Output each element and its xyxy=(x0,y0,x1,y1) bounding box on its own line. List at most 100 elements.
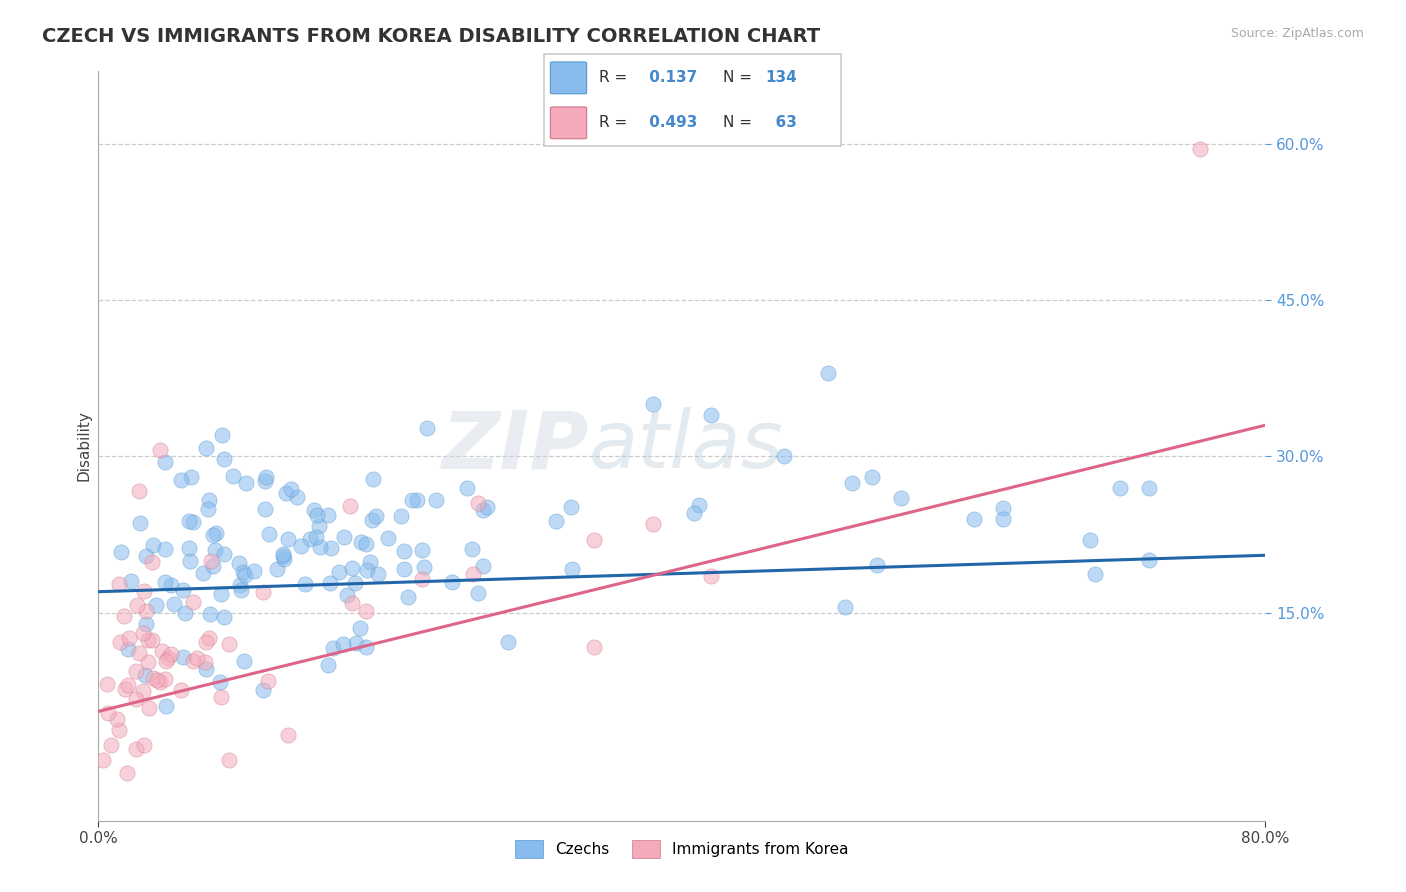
Point xyxy=(155,653,177,667)
Point xyxy=(276,486,298,500)
Point xyxy=(890,491,912,505)
Point xyxy=(155,574,177,589)
Point xyxy=(114,682,136,697)
Point xyxy=(316,657,339,672)
Point xyxy=(305,530,328,544)
Point xyxy=(212,452,235,467)
Point xyxy=(322,641,344,656)
Point xyxy=(700,569,723,583)
Point xyxy=(361,472,384,486)
Point xyxy=(128,483,150,498)
Point xyxy=(471,503,494,517)
Point xyxy=(125,742,148,756)
Point xyxy=(153,541,176,556)
Point xyxy=(124,692,146,706)
Point xyxy=(115,766,138,780)
Point xyxy=(561,562,583,576)
Point xyxy=(305,508,328,522)
Point xyxy=(389,508,412,523)
Point xyxy=(208,675,231,690)
Point xyxy=(128,646,150,660)
Point xyxy=(181,595,204,609)
Point xyxy=(1188,143,1211,157)
Point xyxy=(339,499,361,513)
Point xyxy=(333,531,356,545)
Point xyxy=(461,566,484,581)
Point xyxy=(360,513,382,527)
Point xyxy=(256,470,278,484)
Point xyxy=(112,609,135,624)
Point xyxy=(344,636,367,650)
Point xyxy=(172,583,194,598)
Point xyxy=(136,655,159,669)
Point xyxy=(350,535,373,549)
Point xyxy=(117,641,139,656)
Point xyxy=(195,662,218,676)
Point xyxy=(271,549,294,564)
Point xyxy=(141,555,163,569)
Point xyxy=(163,597,186,611)
Point xyxy=(107,576,129,591)
Text: N =: N = xyxy=(723,70,756,86)
Point xyxy=(560,500,582,514)
Point xyxy=(172,650,194,665)
Point xyxy=(198,607,221,621)
Point xyxy=(218,753,240,767)
Point xyxy=(110,545,132,559)
Point xyxy=(641,397,664,411)
Point xyxy=(120,574,142,588)
Point xyxy=(108,635,131,649)
Point xyxy=(181,515,204,529)
Point xyxy=(135,549,157,563)
Point xyxy=(117,678,139,692)
Point xyxy=(405,492,427,507)
Point xyxy=(243,564,266,578)
Text: 63: 63 xyxy=(765,115,797,130)
Point xyxy=(142,538,165,552)
Point xyxy=(138,701,160,715)
Point xyxy=(150,643,173,657)
Point xyxy=(411,572,433,586)
Point xyxy=(218,637,240,651)
Point xyxy=(396,590,419,604)
Point xyxy=(97,706,120,720)
Point xyxy=(688,498,710,512)
Y-axis label: Disability: Disability xyxy=(76,410,91,482)
Point xyxy=(153,455,176,469)
Point xyxy=(100,738,122,752)
Point xyxy=(153,672,176,686)
Point xyxy=(477,500,499,514)
Point xyxy=(860,470,883,484)
Point xyxy=(257,526,280,541)
Point xyxy=(319,541,342,555)
Point xyxy=(96,677,118,691)
Point xyxy=(700,408,723,422)
Point xyxy=(401,492,423,507)
Point xyxy=(181,654,204,668)
Point xyxy=(411,542,433,557)
Point xyxy=(340,561,363,575)
Point xyxy=(413,559,436,574)
Point xyxy=(817,366,839,380)
Point xyxy=(125,598,148,612)
Point xyxy=(498,635,520,649)
Point xyxy=(200,554,222,568)
Point xyxy=(377,531,399,545)
Point xyxy=(201,559,224,574)
Point xyxy=(194,635,217,649)
Point xyxy=(136,632,159,647)
Point xyxy=(145,598,167,612)
Point xyxy=(1327,392,1350,407)
FancyBboxPatch shape xyxy=(544,54,841,146)
Point xyxy=(834,599,856,614)
Point xyxy=(425,492,447,507)
Point xyxy=(186,651,208,665)
Point xyxy=(149,674,172,689)
Point xyxy=(155,699,177,714)
Point xyxy=(354,604,377,618)
Point xyxy=(202,528,225,542)
Point xyxy=(135,604,157,618)
Point xyxy=(132,583,155,598)
Point xyxy=(471,558,494,573)
Point xyxy=(1137,553,1160,567)
